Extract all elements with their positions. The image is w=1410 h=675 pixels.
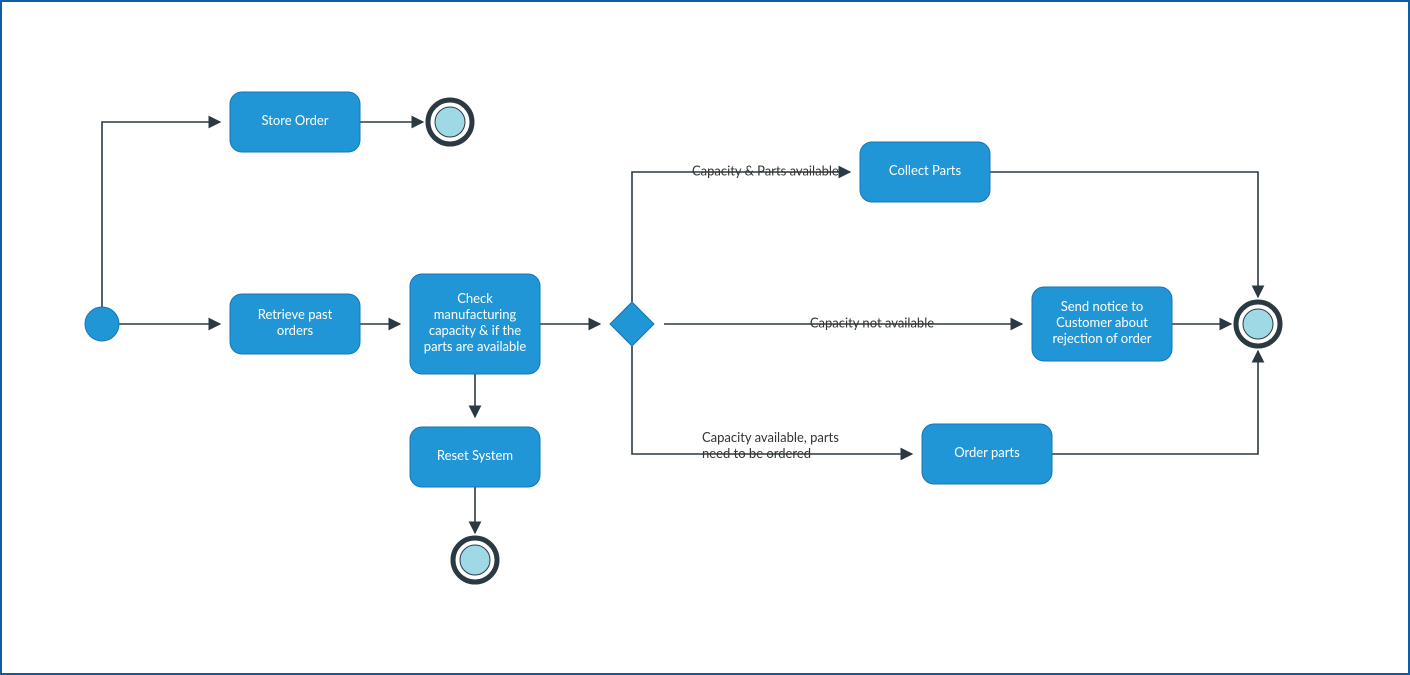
task-label: Collect Parts xyxy=(889,162,962,178)
edge-gateway-collect xyxy=(632,172,850,302)
nodes-layer: Store OrderRetrieve pastordersCheckmanuf… xyxy=(85,92,1280,582)
flowchart-svg: Capacity & Parts available Capacity not a… xyxy=(2,2,1408,673)
edge-start-store_order xyxy=(102,122,220,307)
edge-label: Capacity available, partsneed to be orde… xyxy=(702,429,839,461)
edge-label: Capacity & Parts available xyxy=(692,162,839,178)
task-label: Store Order xyxy=(261,112,328,128)
end-event-inner xyxy=(435,107,465,137)
task-label: Reset System xyxy=(437,447,513,463)
end-event-inner xyxy=(1243,309,1273,339)
edge-collect-merge xyxy=(990,172,1258,297)
task-label: Send notice toCustomer aboutrejection of… xyxy=(1052,298,1151,346)
gateway-diamond xyxy=(610,302,654,346)
task-label: Order parts xyxy=(954,444,1020,460)
edge-label: Capacity not available xyxy=(810,314,934,330)
start-event xyxy=(85,307,119,341)
end-event-inner xyxy=(460,545,490,575)
edge-order_parts-merge xyxy=(1052,351,1258,454)
diagram-frame: Capacity & Parts available Capacity not a… xyxy=(0,0,1410,675)
